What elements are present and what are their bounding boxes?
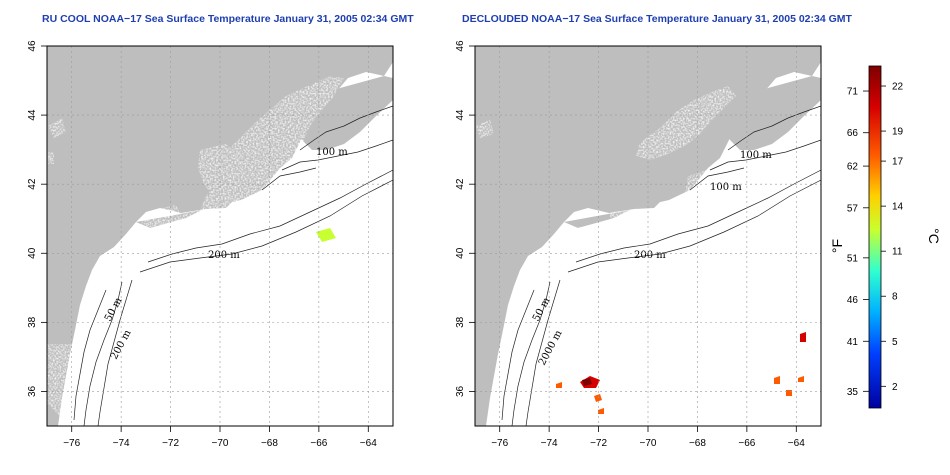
right-contour-label-100m-south: 100 m <box>710 182 742 193</box>
celsius-tick-label: 19 <box>892 127 904 138</box>
y-tick-label: 44 <box>27 109 38 121</box>
y-tick-label: 44 <box>455 109 466 121</box>
right-chart-title: DECLOUDED NOAA−17 Sea Surface Temperatur… <box>462 13 853 25</box>
left-sst-gulfstream-patch <box>47 344 196 426</box>
celsius-tick-label: 2 <box>892 382 898 393</box>
left-gridlines <box>47 46 393 426</box>
right-axes: −76 −74 −72 −70 −68 −66 −64 36 38 40 42 44 46 <box>455 40 805 449</box>
fahrenheit-tick-label: 71 <box>847 87 859 98</box>
y-tick-label: 38 <box>27 316 38 328</box>
fahrenheit-tick-label: 46 <box>847 295 859 306</box>
x-tick-label: −66 <box>738 438 755 449</box>
right-nova-scotia <box>726 76 821 150</box>
fahrenheit-tick-label: 41 <box>847 337 859 348</box>
x-tick-label: −68 <box>261 438 278 449</box>
x-tick-label: −66 <box>310 438 327 449</box>
right-contour-label-200m: 200 m <box>634 250 666 261</box>
right-bathymetry-contours <box>501 105 821 426</box>
celsius-tick-label: 14 <box>892 202 904 213</box>
x-tick-label: −64 <box>360 438 377 449</box>
left-nova-scotia <box>298 76 393 150</box>
x-tick-label: −70 <box>640 438 657 449</box>
fahrenheit-tick-label: 62 <box>847 162 859 173</box>
right-map: 100 m 100 m 200 m 50 m 2000 m −76 −74 −72−… <box>455 40 822 449</box>
right-land-mass <box>475 46 821 426</box>
fahrenheit-unit-label: °F <box>829 239 845 253</box>
celsius-tick-label: 8 <box>892 292 898 303</box>
left-contour-label-200m-shelf: 200 m <box>208 250 240 261</box>
x-tick-label: −72 <box>162 438 179 449</box>
y-tick-label: 40 <box>27 247 38 259</box>
colorbar-gradient <box>868 65 882 409</box>
x-tick-label: −70 <box>212 438 229 449</box>
left-bathymetry-contours <box>73 105 393 426</box>
left-map: 100 m 200 m 50 m 200 m −76 −74 −72 −70 −68 −6… <box>27 40 394 449</box>
colorbar-ticks: 71 66 62 57 51 46 41 35 22 19 17 14 11 8 5 2 <box>847 82 904 398</box>
right-contour-label-100m-north: 100 m <box>740 150 772 161</box>
left-axes: −76 −74 −72 −70 −68 −66 −64 36 38 40 42 44 46 <box>27 40 377 449</box>
x-tick-label: −68 <box>689 438 706 449</box>
left-land-mass <box>47 46 393 426</box>
fahrenheit-tick-label: 35 <box>847 387 859 398</box>
left-chart-title: RU COOL NOAA−17 Sea Surface Temperature … <box>42 13 414 25</box>
x-tick-label: −76 <box>63 438 80 449</box>
y-tick-label: 46 <box>455 40 466 52</box>
x-tick-label: −64 <box>788 438 805 449</box>
celsius-tick-label: 11 <box>892 247 903 258</box>
fahrenheit-tick-label: 51 <box>847 253 859 264</box>
x-tick-label: −74 <box>113 438 130 449</box>
y-tick-label: 36 <box>455 385 466 397</box>
celsius-tick-label: 22 <box>892 82 904 93</box>
y-tick-label: 36 <box>27 385 38 397</box>
x-tick-label: −74 <box>541 438 558 449</box>
celsius-tick-label: 17 <box>892 157 904 168</box>
y-tick-label: 38 <box>455 316 466 328</box>
right-gridlines <box>475 46 821 426</box>
x-tick-label: −76 <box>491 438 508 449</box>
x-tick-label: −72 <box>590 438 607 449</box>
y-tick-label: 46 <box>27 40 38 52</box>
celsius-tick-label: 5 <box>892 337 898 348</box>
right-cape-cod <box>634 180 668 209</box>
y-tick-label: 40 <box>455 247 466 259</box>
fahrenheit-tick-label: 57 <box>847 203 859 214</box>
right-sst-declouded-field <box>476 86 790 256</box>
temperature-colorbar: 71 66 62 57 51 46 41 35 22 19 17 14 11 8 5 2 °F °C <box>829 65 942 409</box>
celsius-unit-label: °C <box>926 228 942 244</box>
left-sst-southeast-patch <box>312 326 393 426</box>
right-sst-warm-fragments <box>556 332 806 414</box>
fahrenheit-tick-label: 66 <box>847 128 859 139</box>
y-tick-label: 42 <box>27 178 38 190</box>
y-tick-label: 42 <box>455 178 466 190</box>
left-contour-label-100m: 100 m <box>316 147 348 158</box>
